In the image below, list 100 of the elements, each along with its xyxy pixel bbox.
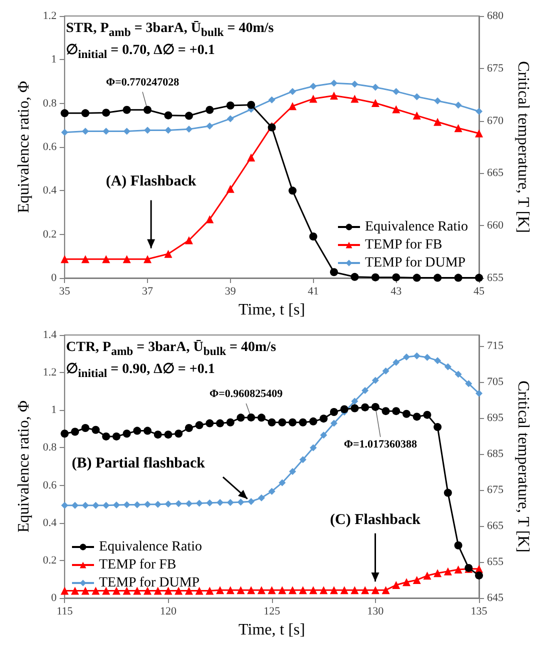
point [206, 122, 214, 130]
y2-tick-label: 645 [487, 592, 504, 604]
point [122, 255, 131, 264]
y2-axis-title: Critical temperature, T [K] [514, 61, 532, 233]
point [226, 586, 234, 594]
legend-label: Equivalence Ratio [99, 540, 202, 554]
point [371, 273, 380, 282]
y2-tick-label: 705 [487, 376, 504, 388]
annotation: Φ=1.017360388 [344, 438, 418, 450]
y2-tick-label: 655 [487, 272, 504, 284]
point [112, 432, 120, 440]
point [164, 111, 172, 120]
point [310, 82, 317, 90]
annotation: (A) Flashback [106, 174, 197, 190]
point [330, 92, 338, 100]
point [309, 232, 318, 241]
point [206, 586, 214, 595]
point [298, 586, 307, 594]
point [382, 407, 390, 416]
point [236, 414, 245, 422]
point [465, 380, 472, 388]
point [475, 571, 483, 580]
point [144, 500, 152, 508]
point [216, 499, 224, 506]
y-tick-label: 0.8 [42, 442, 58, 454]
point [392, 407, 400, 416]
point [454, 124, 462, 132]
y-tick-label: 0.4 [42, 184, 58, 197]
point [310, 444, 317, 452]
point [164, 500, 172, 508]
y-axis-title: Equivalence ratio, Φ [16, 400, 32, 533]
point [133, 586, 142, 595]
point [330, 420, 338, 427]
point [412, 112, 421, 120]
point [268, 586, 276, 594]
point [102, 108, 110, 117]
y-tick-label: 0.6 [42, 479, 58, 492]
point [112, 502, 120, 509]
y-tick-label: 0 [51, 272, 58, 284]
point [454, 102, 462, 109]
point [423, 410, 432, 419]
point [350, 586, 359, 594]
point [330, 268, 338, 276]
point [81, 586, 90, 595]
point [123, 128, 130, 135]
point [350, 272, 359, 281]
point [144, 106, 152, 114]
y-tick-label: 0.2 [42, 228, 57, 240]
point [382, 586, 390, 594]
point [112, 586, 120, 595]
x-tick-label: 43 [390, 286, 402, 298]
point [372, 84, 379, 91]
point [226, 418, 234, 426]
y-tick-label: 0.8 [42, 97, 58, 110]
point [454, 541, 462, 550]
point [92, 502, 100, 509]
point [288, 586, 297, 594]
point [236, 586, 245, 594]
point [454, 566, 462, 574]
point [434, 97, 442, 104]
x-tick-label: 35 [59, 286, 71, 298]
point [185, 126, 192, 133]
point [81, 255, 90, 264]
y-tick-label: 1 [51, 404, 57, 416]
point [444, 363, 452, 370]
x-tick-label: 39 [224, 286, 236, 298]
point [362, 386, 369, 394]
point [196, 500, 203, 507]
x-tick-label: 125 [264, 606, 281, 618]
point [247, 100, 256, 109]
point [351, 398, 358, 405]
point [184, 112, 193, 120]
point [434, 357, 442, 364]
legend-label: TEMP for FB [99, 558, 176, 572]
point [361, 586, 370, 594]
y-axis-title: Equivalence ratio, Φ [16, 80, 32, 214]
point [330, 80, 338, 87]
point [257, 586, 266, 594]
point [216, 419, 224, 428]
point [144, 426, 152, 435]
point [174, 586, 183, 595]
point [413, 352, 420, 360]
point [61, 502, 68, 509]
point [60, 586, 69, 595]
point [361, 403, 370, 412]
point [206, 419, 214, 428]
point [247, 413, 256, 422]
y-tick-label: 1.2 [42, 366, 57, 379]
point [185, 500, 192, 508]
point [371, 402, 380, 411]
point [144, 586, 152, 595]
point [434, 118, 442, 126]
point [340, 586, 348, 594]
point [412, 576, 421, 584]
point [60, 255, 69, 264]
point [164, 250, 172, 258]
point [392, 581, 400, 590]
point [402, 353, 410, 360]
point [372, 376, 379, 384]
point [247, 153, 256, 162]
